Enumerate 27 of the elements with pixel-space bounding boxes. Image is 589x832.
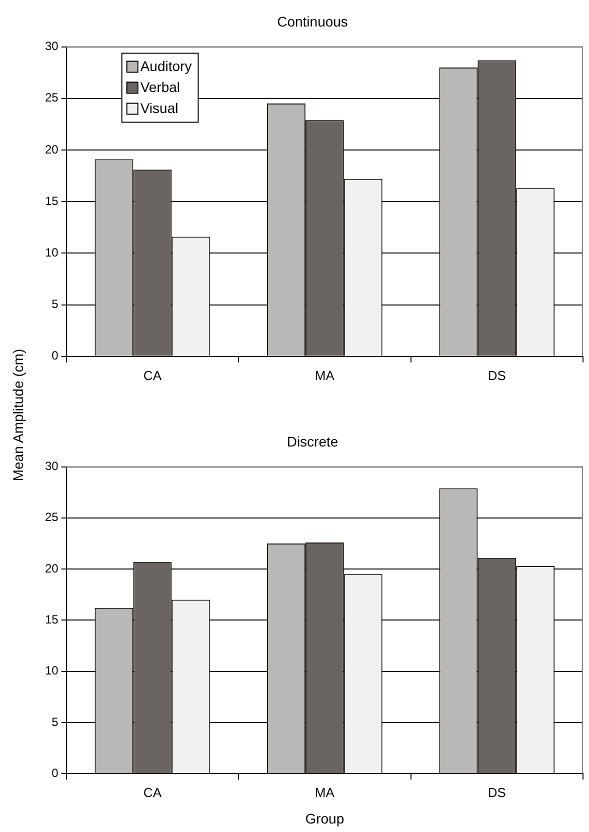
legend-label: Verbal [140, 79, 180, 96]
y-tick-label: 5 [52, 297, 59, 312]
y-tick-label: 0 [52, 348, 59, 363]
x-tick-label: CA [143, 784, 162, 800]
x-tick-label: MA [314, 784, 335, 800]
y-tick-label: 25 [44, 510, 59, 524]
y-tick-label: 10 [44, 664, 59, 678]
y-tick-label: 15 [44, 612, 59, 627]
y-tick-label: 30 [44, 39, 59, 54]
x-tick-label: MA [314, 368, 335, 383]
chart-title: Continuous [277, 13, 348, 30]
x-axis-title: Group [305, 810, 344, 826]
x-tick-label: CA [143, 368, 162, 383]
x-tick-label: DS [488, 784, 506, 800]
y-tick-label: 25 [44, 90, 59, 105]
y-axis-title: Mean Amplitude (cm) [10, 348, 26, 482]
y-tick-label: 0 [52, 766, 59, 780]
y-tick-label: 20 [44, 561, 59, 576]
x-tick-label: DS [488, 368, 506, 383]
legend-label: Auditory [140, 58, 192, 74]
y-tick-label: 20 [44, 142, 59, 156]
y-tick-label: 10 [44, 246, 59, 260]
legend-label: Visual [140, 100, 178, 116]
chart-title: Discrete [286, 433, 338, 450]
y-tick-label: 5 [52, 714, 59, 729]
y-tick-label: 30 [44, 459, 59, 474]
y-tick-label: 15 [44, 194, 59, 208]
